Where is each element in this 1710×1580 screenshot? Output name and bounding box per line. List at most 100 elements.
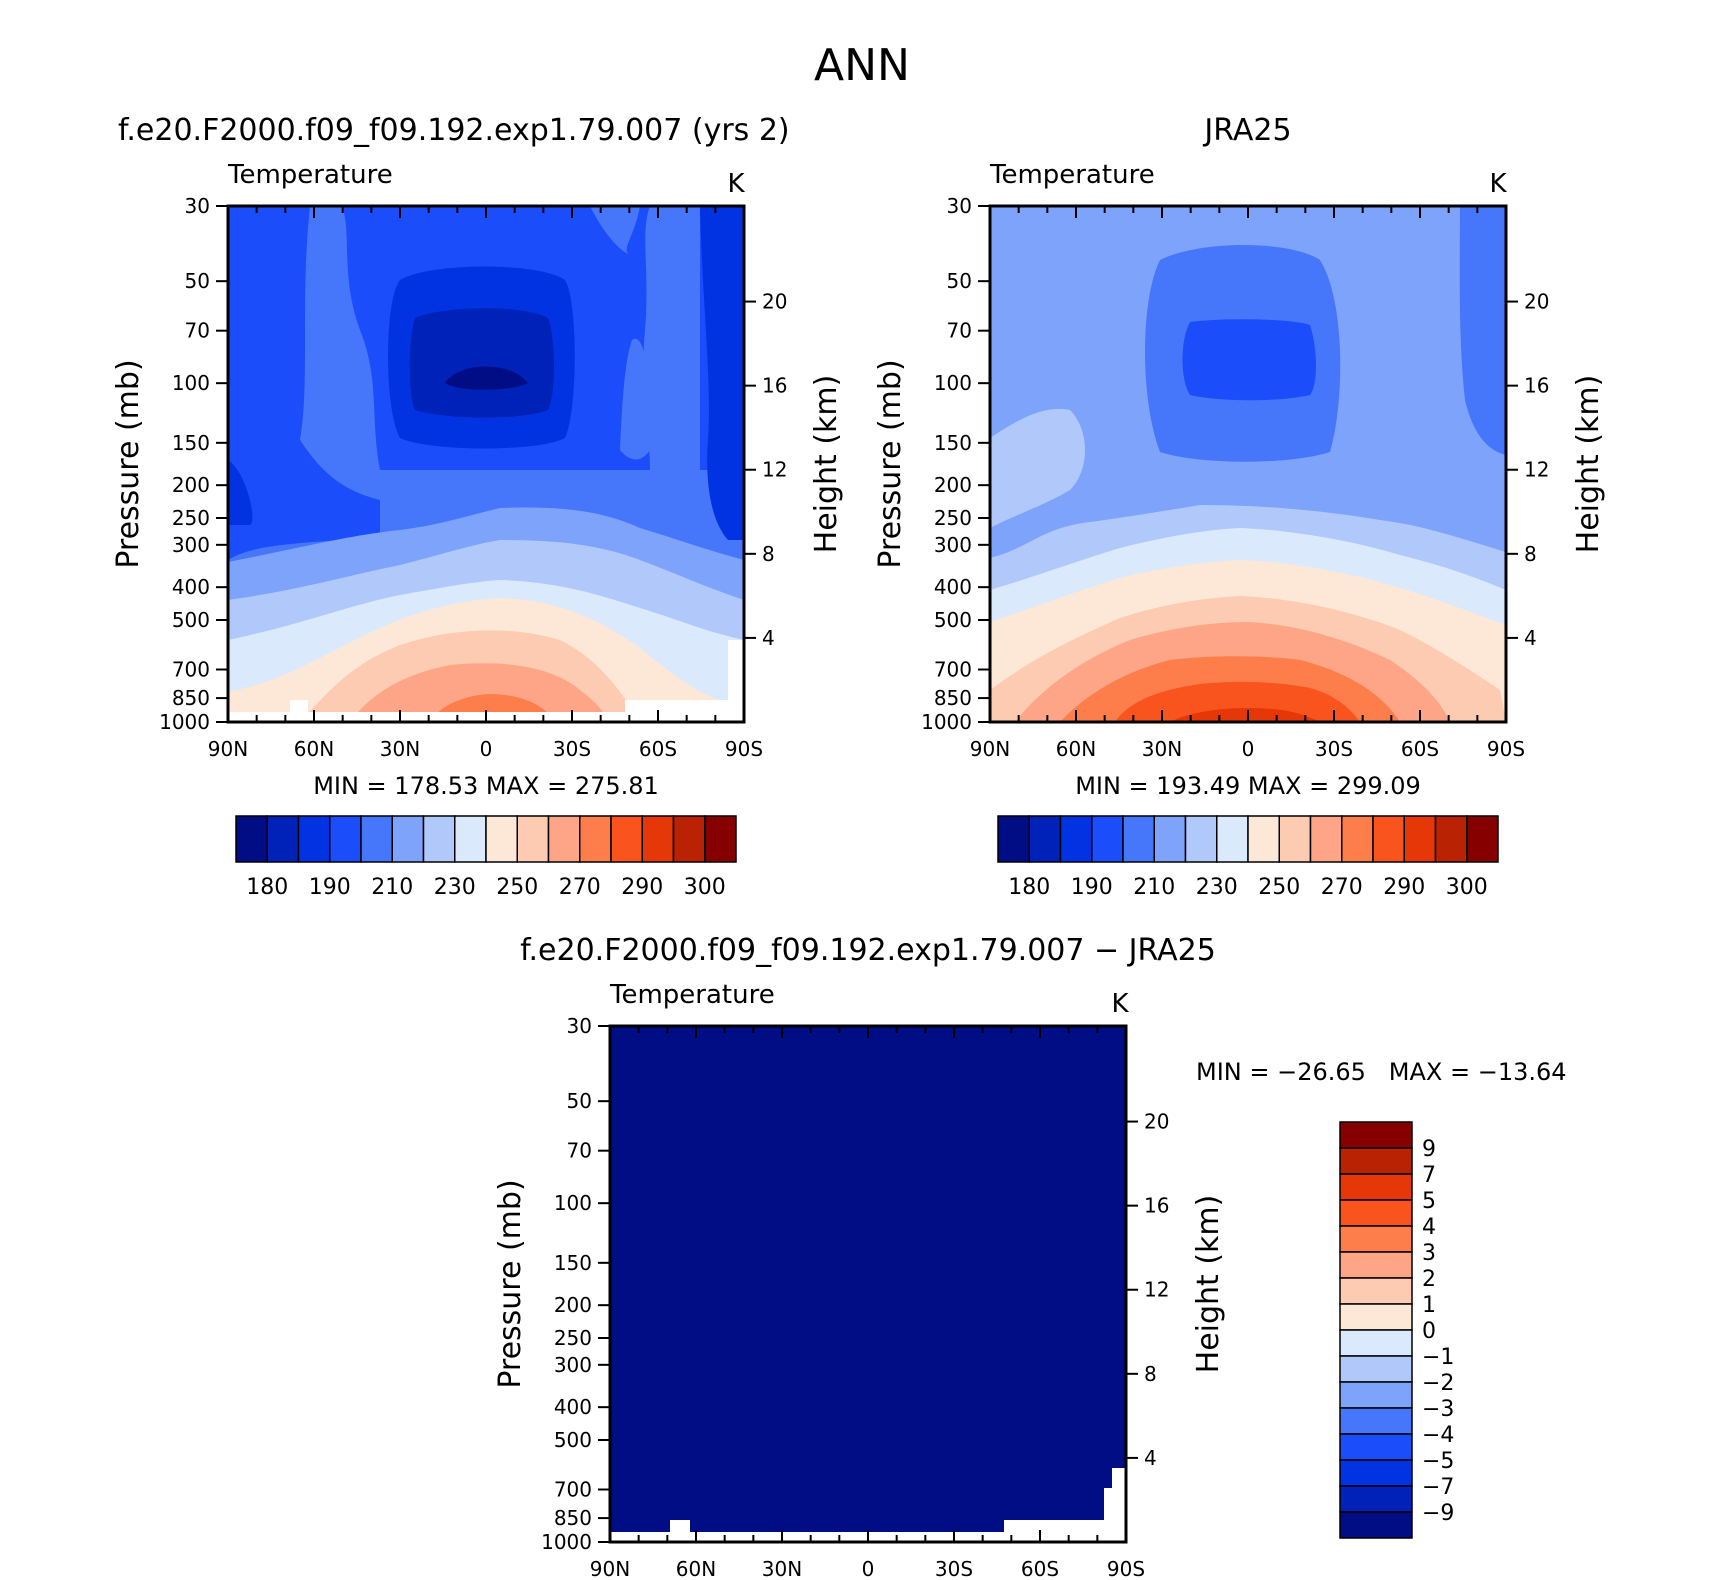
colorbar-swatch (1339, 1121, 1413, 1149)
y-tick-label: 300 (554, 1353, 592, 1377)
panel-model: f.e20.F2000.f09_f09.192.exp1.79.007 (yrs… (118, 113, 790, 724)
colorbar-label: 9 (1422, 1137, 1436, 1162)
x-tick-label: 90S (725, 737, 763, 761)
y2-tick-label: 4 (1144, 1446, 1157, 1470)
x-tick-label: 60N (294, 737, 334, 761)
y2-tick-label: 20 (1524, 290, 1549, 314)
panel-diff-ylabel: Pressure (mb) (493, 1179, 528, 1388)
panel-obs-title: JRA25 (1202, 113, 1291, 148)
y-tick-label: 70 (185, 319, 210, 343)
colorbar-swatch (672, 815, 706, 863)
colorbar-swatch (1278, 815, 1312, 863)
contour-band (1182, 319, 1316, 401)
missing-data (1112, 1468, 1126, 1490)
colorbar-label: 230 (434, 875, 476, 900)
contour-band (1459, 206, 1506, 455)
y-tick-label: 30 (947, 194, 972, 218)
colorbar-swatch (1339, 1329, 1413, 1357)
colorbar-label: 180 (246, 875, 288, 900)
x-tick-label: 30N (1142, 737, 1182, 761)
panel-model-variable: Temperature (227, 160, 393, 190)
colorbar-swatch (297, 815, 331, 863)
missing-data (625, 700, 730, 712)
colorbar-label: 230 (1196, 875, 1238, 900)
x-tick-label: 60S (1401, 737, 1439, 761)
colorbar-swatch (1339, 1485, 1413, 1513)
y-tick-label: 200 (554, 1293, 592, 1317)
contour-band (1115, 681, 1360, 722)
y-tick-label: 250 (172, 506, 210, 530)
colorbar-swatch (547, 815, 581, 863)
colorbar-swatch (1216, 815, 1249, 863)
colorbar-label: −3 (1422, 1397, 1454, 1422)
colorbar-swatch (1372, 815, 1405, 863)
colorbar-label: 290 (621, 875, 663, 900)
y-tick-label: 150 (934, 431, 972, 455)
colorbar-label: 5 (1422, 1189, 1436, 1214)
x-tick-label: 60S (1021, 1557, 1059, 1580)
x-tick-label: 0 (480, 737, 493, 761)
colorbar-label: 190 (309, 875, 351, 900)
y2-tick-label: 20 (762, 290, 787, 314)
colorbar-label: −4 (1422, 1423, 1454, 1448)
panel-diff: f.e20.F2000.f09_f09.192.exp1.79.007 − JR… (520, 933, 1567, 1544)
contour-band (610, 1026, 1126, 1542)
y-tick-label: 700 (934, 658, 972, 682)
x-tick-label: 90N (970, 737, 1010, 761)
colorbar-swatch (704, 815, 737, 863)
colorbar-swatch (1466, 815, 1499, 863)
colorbar-swatch (329, 815, 362, 863)
panel-obs-stats: MIN = 193.49 MAX = 299.09 (1075, 772, 1421, 800)
x-tick-label: 90N (590, 1557, 630, 1580)
colorbar-swatch (1028, 815, 1062, 863)
contour-band (590, 206, 640, 255)
colorbar-label: 250 (496, 875, 538, 900)
y-tick-label: 150 (554, 1251, 592, 1275)
colorbar-swatch (997, 815, 1030, 863)
x-tick-label: 30S (553, 737, 591, 761)
missing-data (670, 1520, 690, 1532)
colorbar-swatch (641, 815, 675, 863)
colorbar-swatch (516, 815, 550, 863)
colorbar-swatch (485, 815, 518, 863)
panel-obs-variable: Temperature (989, 160, 1155, 190)
y-tick-label: 200 (172, 473, 210, 497)
colorbar-swatch (1403, 815, 1437, 863)
colorbar-label: 1 (1422, 1293, 1436, 1318)
colorbar-swatch (1339, 1355, 1413, 1383)
x-tick-label: 90N (208, 737, 248, 761)
colorbar-label: 190 (1071, 875, 1113, 900)
colorbar-label: 270 (1321, 875, 1363, 900)
x-tick-label: 30S (935, 1557, 973, 1580)
colorbar-swatch (422, 815, 456, 863)
panel-obs: JRA25 Temperature K (988, 113, 1508, 724)
colorbar-swatch (1309, 815, 1343, 863)
colorbar-swatch (1247, 815, 1280, 863)
colorbar-swatch (610, 815, 643, 863)
colorbar-label: 210 (371, 875, 413, 900)
y-tick-label: 300 (172, 533, 210, 557)
y-tick-label: 250 (934, 506, 972, 530)
y-tick-label: 50 (185, 269, 210, 293)
colorbar-swatch (1339, 1199, 1413, 1227)
colorbar-swatch (1339, 1459, 1413, 1487)
contour-band (445, 366, 528, 390)
y2-tick-label: 16 (762, 374, 787, 398)
y2-tick-label: 4 (1524, 626, 1537, 650)
colorbar-swatch (1122, 815, 1155, 863)
x-tick-label: 30N (762, 1557, 802, 1580)
y2-tick-label: 12 (1144, 1278, 1169, 1302)
colorbar-swatch (1341, 815, 1374, 863)
main-title: ANN (814, 40, 910, 91)
colorbar-swatch (1339, 1173, 1413, 1201)
y-tick-label: 700 (172, 658, 210, 682)
panel-model-stats: MIN = 178.53 MAX = 275.81 (313, 772, 659, 800)
y-tick-label: 100 (172, 371, 210, 395)
colorbar-label: 250 (1258, 875, 1300, 900)
contour-band (409, 308, 554, 418)
colorbar-swatch (1339, 1381, 1413, 1409)
colorbar-label: 180 (1008, 875, 1050, 900)
y-tick-label: 70 (947, 319, 972, 343)
y-tick-label: 850 (934, 686, 972, 710)
